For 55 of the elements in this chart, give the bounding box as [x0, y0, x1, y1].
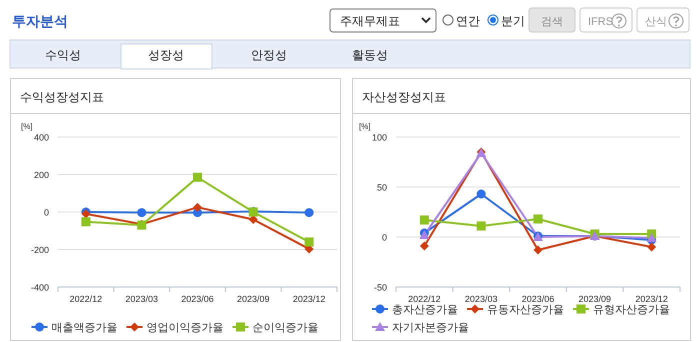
point: [81, 217, 90, 226]
text: IFRS: [588, 16, 614, 28]
x-tick-label: 2023/06: [181, 294, 214, 304]
legend-label: 유동자산증가율: [487, 304, 564, 316]
text: 성장성: [148, 48, 184, 62]
x-tick-label: 2023/09: [237, 294, 270, 304]
legend-label: 순이익증가율: [252, 322, 318, 334]
y-tick-label: 100: [372, 132, 387, 142]
point: [420, 216, 429, 224]
text: 연간: [456, 14, 480, 28]
text: 주재무제표: [340, 14, 400, 28]
legend-label: 유형자산증가율: [593, 304, 670, 316]
y-tick-label: 0: [44, 208, 49, 218]
legend-label: 총자산증가율: [392, 304, 458, 316]
y-axis-title: [%]: [21, 122, 33, 131]
text: 투자분석: [12, 13, 68, 29]
text: 검색: [541, 16, 563, 28]
x-tick-label: 2022/12: [70, 294, 102, 304]
text: 활동성: [352, 48, 388, 62]
point: [476, 222, 486, 230]
point: [193, 202, 202, 212]
text: 안정성: [251, 48, 287, 62]
point: [534, 246, 542, 254]
y-axis-title: [%]: [359, 122, 371, 131]
x-tick-label: 2023/03: [464, 294, 498, 304]
legend-label: 자기자본증가율: [392, 322, 469, 334]
y-tick-label: 400: [34, 132, 49, 142]
y-tick-label: 0: [382, 232, 387, 242]
chart-title: 자산성장성지표: [362, 90, 446, 104]
chart-title: 수익성장성지표: [20, 90, 104, 104]
y-tick-label: -400: [30, 282, 49, 292]
point: [476, 190, 486, 198]
point: [304, 208, 314, 218]
text: 분기: [501, 14, 525, 28]
point: [646, 233, 657, 242]
y-tick-label: -50: [374, 282, 387, 292]
legend-label: 매출액증가율: [52, 322, 118, 334]
text: 산식: [645, 16, 667, 28]
x-tick-label: 2022/12: [408, 294, 441, 304]
point: [193, 172, 202, 182]
x-tick-label: 2023/06: [522, 294, 554, 304]
x-tick-label: 2023/12: [292, 294, 326, 304]
x-tick-label: 2023/09: [578, 294, 612, 304]
point: [534, 214, 542, 224]
x-tick-label: 2023/12: [635, 294, 668, 304]
y-tick-label: -200: [30, 245, 49, 255]
point: [647, 242, 656, 252]
point: [304, 238, 314, 246]
y-tick-label: 200: [34, 170, 49, 180]
point: [137, 208, 146, 218]
point: [420, 242, 429, 250]
legend-label: 영업이익증가율: [146, 322, 224, 334]
x-tick-label: 2023/03: [125, 294, 158, 304]
y-tick-label: 50: [376, 182, 387, 192]
text: 수익성: [45, 48, 81, 62]
